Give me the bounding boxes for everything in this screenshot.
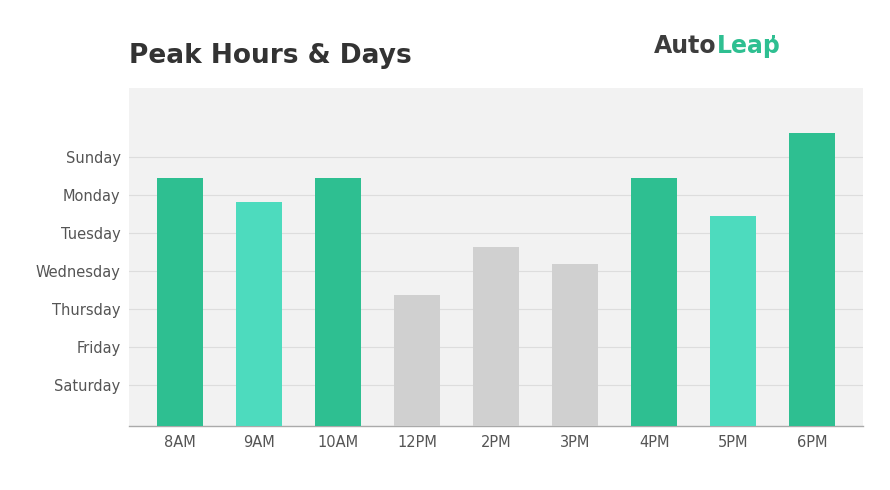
Bar [158, 178, 203, 426]
Bar [552, 264, 598, 426]
Text: ’: ’ [770, 34, 777, 52]
Bar [473, 247, 519, 426]
Bar [631, 178, 677, 426]
Bar [394, 295, 441, 426]
Text: Auto: Auto [654, 34, 716, 58]
Bar [789, 133, 835, 426]
Bar [710, 216, 756, 426]
Bar [315, 178, 361, 426]
Text: Leap: Leap [716, 34, 781, 58]
Text: Peak Hours & Days: Peak Hours & Days [129, 43, 412, 69]
Bar [237, 202, 282, 426]
